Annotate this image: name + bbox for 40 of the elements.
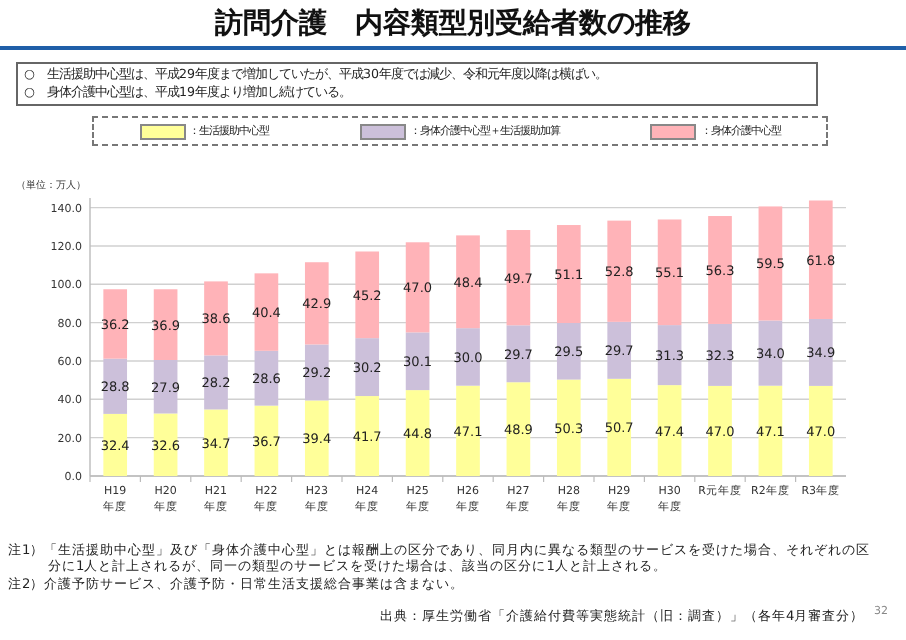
bar [103,413,128,476]
bar [808,318,833,386]
bar [153,289,178,361]
bar [556,323,581,380]
chart-title: 訪問介護 内容類型別受給者数の推移 [212,6,693,42]
bar [708,323,732,386]
bar [304,400,329,476]
bar [808,200,833,319]
bar [556,379,581,476]
bar [607,321,632,379]
bar [758,206,783,321]
bar [456,385,480,476]
bar [758,385,783,476]
bar [304,262,329,345]
bar [708,216,732,324]
bar [506,230,531,326]
bar [204,281,228,356]
bar [355,338,380,397]
bar [304,344,329,401]
bar [204,355,228,410]
bar [103,289,128,359]
bar [355,396,380,476]
bar [657,219,682,326]
bar [355,251,380,339]
bar [254,273,279,351]
bar [103,358,128,414]
bar [556,225,581,324]
bar [405,242,430,333]
bar [657,325,682,386]
bar [204,409,228,476]
bar [405,390,430,476]
bar [808,385,833,476]
bar [607,220,632,322]
bar [657,385,682,476]
bar [153,413,178,476]
bar [607,378,632,476]
bar [708,385,732,476]
bar [456,328,480,386]
bar [506,382,531,476]
bar [456,235,480,329]
